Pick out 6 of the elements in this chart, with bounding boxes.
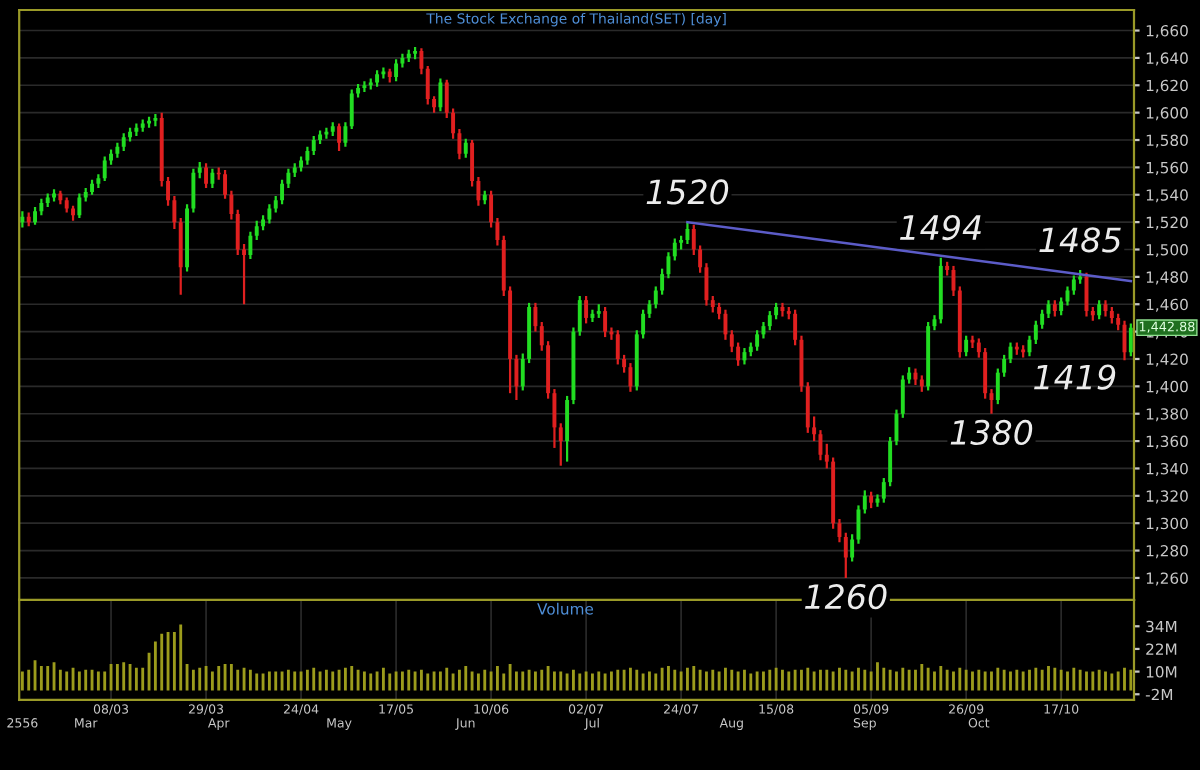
- annotation: 1520: [646, 179, 729, 205]
- annotation: 1485: [1039, 227, 1121, 253]
- annotation: 1260: [805, 584, 887, 610]
- annotation: 1380: [950, 419, 1033, 446]
- annotation: 1419: [1034, 364, 1116, 390]
- annotation: 1494: [900, 214, 981, 241]
